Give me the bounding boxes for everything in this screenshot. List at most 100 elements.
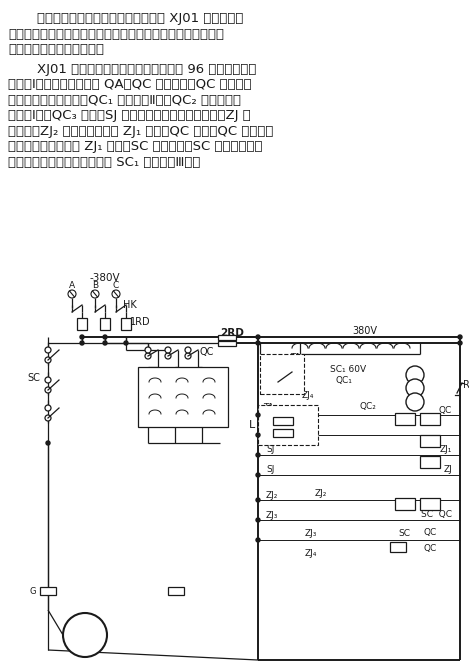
Text: M: M (78, 626, 92, 640)
Circle shape (45, 387, 51, 393)
Text: G: G (30, 587, 36, 595)
Circle shape (458, 341, 462, 345)
Text: QC: QC (423, 528, 436, 538)
Circle shape (256, 538, 260, 542)
Text: 合，电动机降压起动。QC₁ 闭合，灯Ⅱ亮。QC₂ 常闭触点断: 合，电动机降压起动。QC₁ 闭合，灯Ⅱ亮。QC₂ 常闭触点断 (8, 93, 241, 106)
Bar (100, 318, 110, 330)
Circle shape (458, 335, 462, 339)
Text: QC: QC (398, 415, 411, 423)
Text: ZJ₁: ZJ₁ (439, 446, 452, 454)
Text: 源，灯Ⅰ亮，按下起动按鈕 QA，QC 线圈得电，QC 主触点闭: 源，灯Ⅰ亮，按下起动按鈕 QA，QC 线圈得电，QC 主触点闭 (8, 78, 252, 91)
Text: ZJ₄: ZJ₄ (305, 548, 318, 558)
Bar (420, 413, 440, 425)
Circle shape (406, 366, 424, 384)
Text: QC: QC (439, 405, 452, 415)
Bar (168, 587, 184, 595)
Text: ZJ₃: ZJ₃ (266, 511, 279, 519)
Text: -380V: -380V (90, 273, 121, 283)
Bar (420, 435, 440, 447)
Text: HK: HK (123, 300, 137, 310)
Bar (390, 542, 406, 552)
Text: QC₂: QC₂ (360, 403, 377, 411)
Circle shape (256, 473, 260, 477)
Text: 继电器和控制按鈕等组成。: 继电器和控制按鈕等组成。 (8, 43, 104, 56)
Bar (420, 498, 440, 510)
Bar (273, 417, 293, 425)
Text: QA: QA (293, 415, 305, 425)
Text: SJ: SJ (423, 437, 431, 446)
Bar (420, 456, 440, 468)
Circle shape (124, 341, 128, 345)
Circle shape (406, 379, 424, 397)
Text: SC: SC (398, 499, 410, 509)
Bar (258, 405, 318, 445)
Text: C: C (113, 280, 119, 290)
Text: 补偿器。主要由自耦变压器、交流接触器、中间继电器、时间: 补偿器。主要由自耦变压器、交流接触器、中间继电器、时间 (8, 28, 224, 40)
Text: ZJ₂: ZJ₂ (266, 491, 279, 499)
Bar (138, 367, 228, 427)
Circle shape (185, 347, 191, 353)
Text: L: L (265, 369, 271, 379)
Circle shape (68, 290, 76, 298)
Text: 电动机全压运行，其常开触点 SC₁ 闭合，灯Ⅲ亮。: 电动机全压运行，其常开触点 SC₁ 闭合，灯Ⅲ亮。 (8, 155, 200, 169)
Text: ZJ₄: ZJ₄ (302, 390, 314, 399)
Text: A: A (69, 280, 75, 290)
Text: SJ: SJ (266, 446, 274, 454)
Text: L: L (249, 420, 255, 430)
Text: III: III (412, 370, 418, 380)
Circle shape (45, 377, 51, 383)
Text: QC: QC (200, 347, 214, 357)
Text: G: G (172, 587, 178, 595)
Text: ZJ₁: ZJ₁ (423, 415, 435, 423)
Circle shape (45, 415, 51, 421)
Text: QC: QC (423, 499, 436, 509)
Text: SC  QC: SC QC (421, 511, 452, 519)
Circle shape (256, 498, 260, 502)
Bar (121, 318, 131, 330)
Circle shape (145, 347, 151, 353)
Text: B: B (92, 280, 98, 290)
Text: I: I (414, 398, 416, 407)
Text: XJ01 型自动起动补偿器工作原理如图 96 所示：接通电: XJ01 型自动起动补偿器工作原理如图 96 所示：接通电 (20, 62, 257, 75)
Circle shape (103, 341, 107, 345)
Circle shape (46, 441, 50, 445)
Circle shape (185, 353, 191, 359)
Text: 380V: 380V (353, 326, 378, 336)
Bar (273, 429, 293, 437)
Text: II: II (413, 384, 417, 392)
Bar (260, 354, 304, 394)
Text: SC: SC (27, 373, 40, 383)
Text: SC: SC (398, 528, 410, 538)
Text: TA: TA (263, 403, 274, 413)
Text: ZJ: ZJ (443, 466, 452, 474)
Text: 2RD: 2RD (220, 328, 244, 338)
Bar (218, 335, 236, 340)
Circle shape (165, 353, 171, 359)
Text: 开，灯Ⅰ灯，QC₃ 自锁。SJ 得电，其常开触点延时闭合，ZJ 线: 开，灯Ⅰ灯，QC₃ 自锁。SJ 得电，其常开触点延时闭合，ZJ 线 (8, 109, 251, 122)
Circle shape (45, 357, 51, 363)
Text: ZJ₃: ZJ₃ (305, 528, 318, 538)
Text: QC₁: QC₁ (335, 376, 352, 386)
Bar (395, 498, 415, 510)
Text: SC₁ 60V: SC₁ 60V (330, 364, 366, 374)
Circle shape (145, 353, 151, 359)
Circle shape (80, 335, 84, 339)
Circle shape (256, 335, 260, 339)
Text: SJ: SJ (266, 466, 274, 474)
Text: QC: QC (423, 544, 436, 552)
Text: TA: TA (290, 353, 301, 362)
Text: 圈获电，ZJ₂ 自锁，常闭触点 ZJ₁ 断开，QC 断电，QC 常闭触点: 圈获电，ZJ₂ 自锁，常闭触点 ZJ₁ 断开，QC 断电，QC 常闭触点 (8, 124, 273, 138)
Text: 闭合，同时常开触点 ZJ₁ 闭合，SC 线圈得电，SC 主触点闭合，: 闭合，同时常开触点 ZJ₁ 闭合，SC 线圈得电，SC 主触点闭合， (8, 140, 263, 153)
Circle shape (112, 290, 120, 298)
Circle shape (45, 405, 51, 411)
Text: 1RD: 1RD (130, 317, 151, 327)
Text: 在需要自动控制起动的场合，常采用 XJ01 型自动起动: 在需要自动控制起动的场合，常采用 XJ01 型自动起动 (20, 12, 243, 25)
Text: QA: QA (293, 427, 305, 437)
Text: ZJ: ZJ (423, 458, 432, 466)
Circle shape (165, 347, 171, 353)
Bar (40, 587, 56, 595)
Circle shape (256, 413, 260, 417)
Circle shape (80, 341, 84, 345)
Text: QC₂: QC₂ (266, 405, 283, 415)
Circle shape (45, 347, 51, 353)
